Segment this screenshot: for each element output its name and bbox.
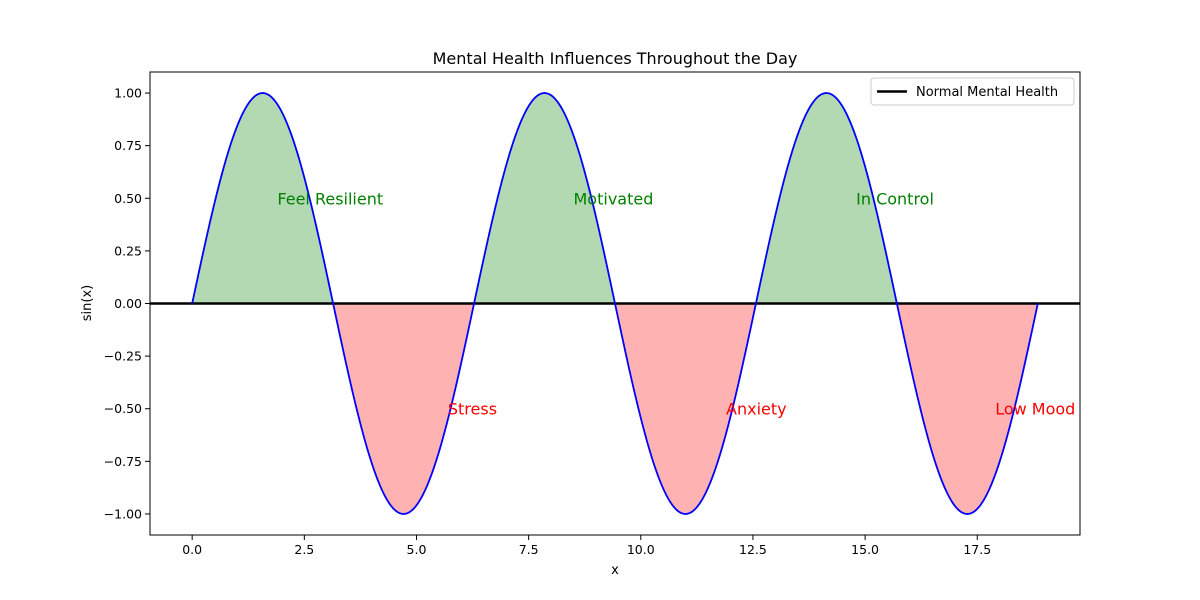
x-tick-label: 17.5 — [963, 542, 991, 557]
annotation-stress: Stress — [448, 400, 497, 419]
x-tick-label: 10.0 — [627, 542, 655, 557]
sine-curve — [191, 92, 1039, 515]
x-tick-label: 12.5 — [739, 542, 767, 557]
negative-fill-area — [614, 303, 756, 514]
annotation-in-control: In Control — [856, 189, 934, 208]
y-axis-label: sin(x) — [80, 285, 95, 321]
x-axis: 0.0 2.5 5.0 7.5 10.0 12.5 15.0 17.5 — [182, 535, 991, 557]
chart-title: Mental Health Influences Throughout the … — [433, 49, 798, 68]
positive-fill-area — [755, 93, 897, 304]
x-tick-label: 15.0 — [851, 542, 879, 557]
y-tick-label: −0.75 — [104, 454, 142, 469]
positive-fill-area — [192, 93, 334, 304]
y-axis: 1.00 0.75 0.50 0.25 0.00 −0.25 −0.50 −0.75 −1.00 — [104, 86, 150, 521]
annotation-anxiety: Anxiety — [726, 400, 787, 419]
negative-fill-area — [333, 303, 475, 514]
legend: Normal Mental Health — [870, 77, 1075, 106]
y-tick-label: −0.25 — [104, 349, 142, 364]
negative-fill-area — [896, 303, 1038, 514]
legend-box — [870, 77, 1075, 106]
y-tick-label: 1.00 — [114, 86, 142, 101]
y-tick-label: 0.00 — [114, 296, 142, 311]
y-tick-label: −0.50 — [104, 401, 142, 416]
y-tick-label: 0.75 — [114, 138, 142, 153]
x-tick-label: 0.0 — [182, 542, 202, 557]
y-tick-label: 0.25 — [114, 243, 142, 258]
x-tick-label: 7.5 — [519, 542, 539, 557]
annotation-motivated: Motivated — [574, 189, 654, 208]
x-tick-label: 5.0 — [407, 542, 427, 557]
curve-layer — [150, 92, 1080, 515]
positive-fill-area — [474, 93, 615, 304]
annotation-low-mood: Low Mood — [995, 400, 1075, 419]
annotation-feel-resilient: Feel Resilient — [277, 189, 383, 208]
legend-entry-normal-mental-health: Normal Mental Health — [916, 85, 1058, 100]
x-axis-label: x — [611, 563, 619, 578]
fill-areas — [192, 93, 1038, 514]
x-tick-label: 2.5 — [294, 542, 314, 557]
y-tick-label: 0.50 — [114, 191, 142, 206]
y-tick-label: −1.00 — [104, 506, 142, 521]
annotations: Feel Resilient Motivated In Control Stress A… — [277, 189, 1075, 418]
